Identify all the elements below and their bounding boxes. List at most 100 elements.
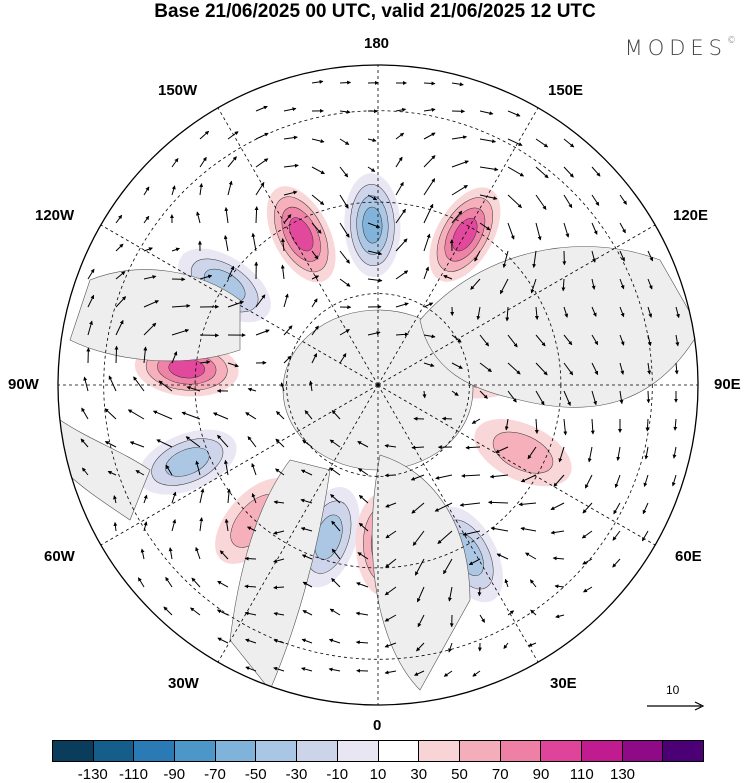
wind-arrow — [283, 107, 297, 112]
wind-arrow — [647, 362, 652, 375]
wind-arrow — [227, 180, 233, 196]
colorbar-swatch — [663, 741, 703, 761]
wind-arrow — [227, 156, 237, 168]
wind-arrow — [447, 586, 453, 602]
wind-arrow — [311, 250, 319, 260]
map-border — [57, 64, 699, 706]
wind-arrow — [137, 577, 145, 588]
wind-arrow — [507, 362, 521, 375]
wind-arrow — [255, 294, 266, 308]
meridian-line — [377, 384, 656, 546]
wind-arrow — [245, 412, 257, 420]
wind-arrow — [115, 296, 127, 308]
colorbar-tick-label: -50 — [244, 766, 267, 783]
colorbar-tick-label: 130 — [609, 766, 636, 783]
wind-arrow — [185, 436, 201, 448]
wind-arrow — [129, 441, 145, 448]
wind-arrow — [385, 530, 397, 539]
wind-arrow — [114, 345, 119, 364]
positive-anomaly — [474, 419, 572, 487]
wind-arrow — [199, 130, 210, 140]
wind-arrow — [673, 418, 678, 431]
wind-arrow — [115, 243, 124, 252]
meridian-line — [100, 384, 379, 546]
wind-arrow — [563, 306, 569, 318]
wind-arrow — [530, 278, 537, 294]
anomaly-contour — [492, 431, 554, 474]
wind-arrow — [196, 211, 201, 224]
wind-arrow — [619, 250, 625, 262]
wind-arrow — [423, 302, 434, 308]
wind-arrow — [411, 502, 425, 514]
wind-arrow — [612, 530, 621, 541]
wind-arrow — [384, 642, 397, 648]
landmass — [371, 454, 471, 691]
colorbar-swatch — [581, 741, 623, 761]
lon-label-0: 0 — [373, 717, 382, 734]
wind-arrow — [563, 390, 571, 407]
wind-arrow — [505, 306, 510, 322]
wind-arrow — [216, 609, 229, 616]
wind-arrow — [115, 271, 126, 280]
wind-arrow — [504, 578, 509, 588]
wind-arrow — [423, 233, 431, 252]
wind-arrow — [355, 640, 369, 645]
wind-arrow — [619, 390, 624, 405]
wind-arrow — [283, 214, 292, 224]
colorbar-tick-label: 90 — [532, 766, 550, 783]
wind-arrow — [672, 446, 677, 459]
wind-arrow — [280, 382, 285, 392]
wind-arrow — [163, 606, 173, 616]
wind-arrow — [423, 107, 436, 112]
wind-arrow — [441, 416, 453, 421]
wind-arrow — [165, 576, 173, 588]
wind-arrow — [423, 178, 436, 196]
wind-arrow — [443, 670, 453, 677]
wind-arrow — [555, 614, 565, 619]
wind-arrow — [527, 446, 537, 460]
wind-arrow — [384, 670, 397, 675]
wind-arrow — [199, 517, 204, 532]
wind-arrow — [451, 362, 463, 369]
wind-arrow — [581, 530, 593, 539]
wind-arrow — [171, 185, 176, 196]
wind-arrow — [553, 474, 565, 487]
wind-arrow — [339, 80, 352, 85]
wind-arrow — [244, 556, 257, 561]
meridian-line — [217, 107, 379, 386]
anomaly-contour — [289, 217, 314, 252]
wind-arrow — [339, 138, 350, 145]
wind-arrow — [339, 166, 349, 178]
wind-arrow — [395, 332, 409, 337]
meridian-line — [377, 384, 539, 663]
wind-arrow — [384, 443, 397, 448]
wind-arrow — [212, 412, 229, 420]
wind-arrow — [395, 156, 403, 168]
wind-arrow — [503, 642, 509, 650]
wind-arrow — [358, 522, 369, 532]
wind-arrow — [535, 334, 546, 347]
wind-arrow — [675, 306, 680, 319]
meridian-line — [100, 224, 379, 386]
wind-arrow — [255, 329, 270, 336]
wind-arrow — [301, 667, 313, 672]
wind-arrow — [561, 278, 566, 292]
colorbar-swatch — [622, 741, 664, 761]
wind-arrow — [275, 468, 285, 476]
latitude-circle — [103, 110, 653, 660]
wind-arrow — [339, 329, 350, 336]
wind-arrow — [584, 474, 593, 489]
wind-arrow — [437, 530, 453, 544]
wind-arrow — [504, 418, 509, 431]
colorbar-tick-label: -130 — [77, 766, 108, 783]
wind-arrow — [647, 334, 652, 347]
wind-arrow — [591, 194, 600, 206]
wind-arrow — [423, 81, 436, 86]
colorbar-tick-label: -90 — [163, 766, 186, 783]
wind-arrow — [451, 184, 468, 196]
colorbar-swatch — [297, 741, 338, 761]
wind-arrow — [87, 294, 95, 308]
wind-arrow — [330, 494, 341, 504]
wind-arrow — [276, 411, 285, 420]
wind-arrow — [171, 303, 191, 308]
